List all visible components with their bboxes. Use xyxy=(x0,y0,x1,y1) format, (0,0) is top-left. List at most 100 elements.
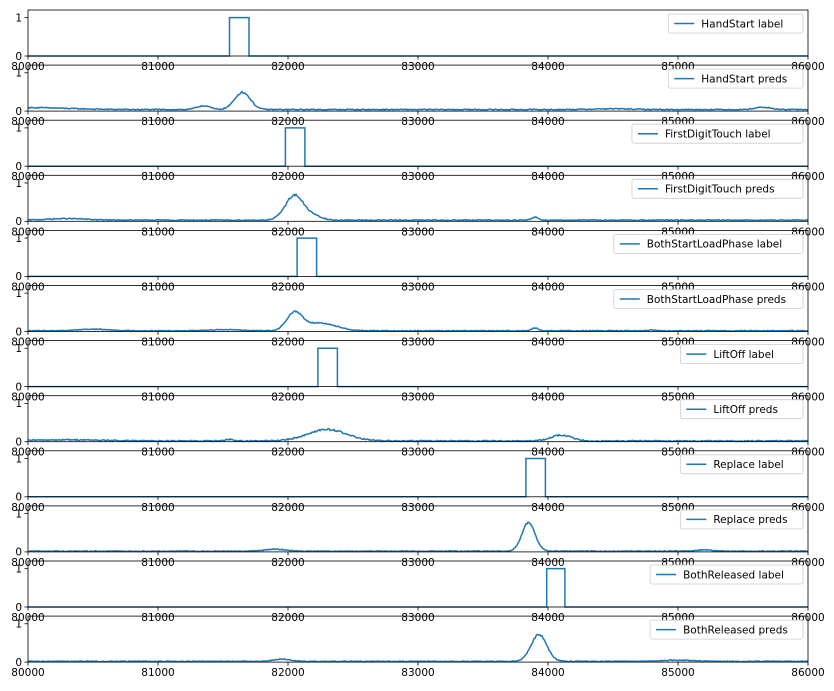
x-tick-label: 84000 xyxy=(531,667,564,679)
legend-box xyxy=(679,454,804,475)
x-tick-label: 83000 xyxy=(401,612,434,624)
legend: BothReleased label xyxy=(649,564,804,585)
x-tick-label: 82000 xyxy=(271,281,304,293)
x-tick-label: 81000 xyxy=(141,337,174,349)
x-tick-label: 81000 xyxy=(141,171,174,183)
y-tick-label: 1 xyxy=(15,563,22,575)
legend-label: BothReleased label xyxy=(683,569,784,581)
x-tick-label: 83000 xyxy=(401,557,434,569)
legend: BothStartLoadPhase preds xyxy=(613,289,804,309)
x-tick-label: 84000 xyxy=(531,612,564,624)
x-tick-label: 82000 xyxy=(271,447,304,459)
x-tick-label: 84000 xyxy=(531,61,564,73)
subplot-12: 0 1 80000 81000 82000 83000 84000 85000 86000 Bot… xyxy=(11,615,825,679)
x-tick-label: 81000 xyxy=(141,226,174,238)
y-tick-label: 0 xyxy=(15,271,22,283)
legend: HandStart label xyxy=(667,13,804,34)
x-tick-label: 82000 xyxy=(271,502,304,514)
y-tick-label: 0 xyxy=(15,381,22,393)
x-tick-label: 82000 xyxy=(271,116,304,128)
x-tick-label: 81000 xyxy=(141,281,174,293)
legend-box xyxy=(649,564,804,585)
legend-label: BothReleased preds xyxy=(683,624,788,636)
legend-label: BothStartLoadPhase label xyxy=(647,239,782,251)
x-tick-label: 84000 xyxy=(531,392,564,404)
x-tick-label: 81000 xyxy=(141,557,174,569)
x-tick-label: 82000 xyxy=(271,61,304,73)
x-tick-label: 84000 xyxy=(531,557,564,569)
x-tick-label: 84000 xyxy=(531,447,564,459)
y-tick-label: 0 xyxy=(15,161,22,173)
x-tick-label: 82000 xyxy=(271,171,304,183)
x-tick-label: 82000 xyxy=(271,557,304,569)
x-tick-label: 84000 xyxy=(531,226,564,238)
legend: BothStartLoadPhase label xyxy=(613,233,804,254)
y-tick-label: 1 xyxy=(15,68,22,80)
legend: LiftOff label xyxy=(679,344,804,365)
legend-label: BothStartLoadPhase preds xyxy=(647,294,786,306)
x-tick-label: 83000 xyxy=(401,502,434,514)
y-tick-label: 0 xyxy=(15,492,22,504)
series-line xyxy=(27,521,809,553)
y-tick-label: 1 xyxy=(15,508,22,520)
y-tick-label: 0 xyxy=(15,437,22,449)
legend-label: HandStart label xyxy=(701,18,783,30)
legend-box xyxy=(649,619,804,640)
y-tick-label: 1 xyxy=(15,123,22,135)
legend: Replace label xyxy=(679,454,804,475)
x-tick-label: 84000 xyxy=(531,337,564,349)
y-tick-label: 1 xyxy=(15,12,22,24)
x-tick-label: 84000 xyxy=(531,116,564,128)
legend-box xyxy=(667,68,804,89)
x-tick-label: 83000 xyxy=(401,61,434,73)
legend-label: LiftOff label xyxy=(713,349,774,361)
legend-box xyxy=(613,233,804,254)
x-tick-label: 85000 xyxy=(661,667,694,679)
legend: FirstDigitTouch preds xyxy=(631,178,804,199)
legend-label: HandStart preds xyxy=(701,73,787,85)
series-line xyxy=(27,633,809,663)
x-tick-label: 82000 xyxy=(271,226,304,238)
legend-box xyxy=(613,289,804,309)
series-line xyxy=(27,427,809,443)
legend: HandStart preds xyxy=(667,68,804,89)
x-tick-label: 83000 xyxy=(401,226,434,238)
legend-box xyxy=(631,178,804,199)
y-tick-label: 0 xyxy=(15,216,22,228)
legend: LiftOff preds xyxy=(679,399,804,420)
x-tick-label: 81000 xyxy=(141,61,174,73)
x-tick-label: 80000 xyxy=(11,667,44,679)
x-tick-label: 83000 xyxy=(401,171,434,183)
y-tick-label: 0 xyxy=(15,547,22,559)
legend-box xyxy=(679,399,804,420)
y-tick-label: 1 xyxy=(15,178,22,190)
y-tick-label: 1 xyxy=(15,398,22,410)
x-tick-label: 81000 xyxy=(141,502,174,514)
legend: BothReleased preds xyxy=(649,619,804,640)
x-tick-label: 82000 xyxy=(271,392,304,404)
series-line xyxy=(27,310,809,332)
legend-box xyxy=(679,344,804,365)
x-tick-label: 81000 xyxy=(141,612,174,624)
y-tick-label: 0 xyxy=(15,657,22,669)
legend-box xyxy=(667,13,804,34)
y-tick-label: 0 xyxy=(15,106,22,118)
x-tick-label: 81000 xyxy=(141,447,174,459)
legend-label: FirstDigitTouch label xyxy=(665,129,771,141)
x-tick-label: 83000 xyxy=(401,116,434,128)
y-tick-label: 1 xyxy=(15,343,22,355)
legend-box xyxy=(631,123,804,144)
x-tick-label: 86000 xyxy=(791,667,824,679)
series-line xyxy=(27,193,809,222)
y-tick-label: 0 xyxy=(15,326,22,338)
x-tick-label: 84000 xyxy=(531,502,564,514)
